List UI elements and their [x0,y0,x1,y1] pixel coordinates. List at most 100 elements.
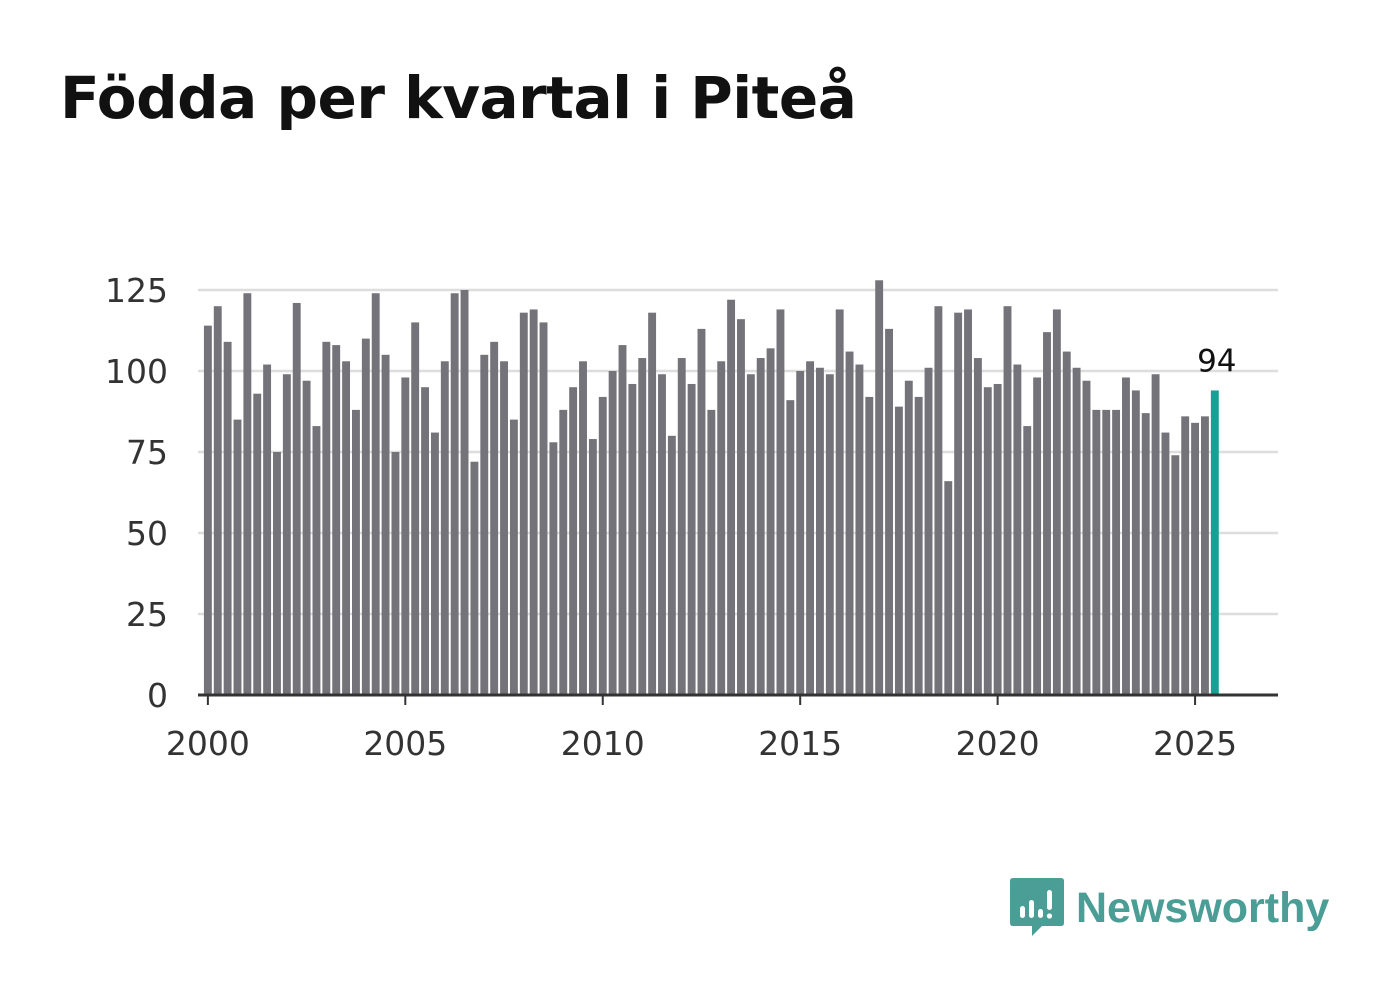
bar [727,299,736,695]
bar [825,374,834,695]
bar [855,364,864,695]
bar [776,309,785,695]
bar [845,351,854,695]
bar [618,345,627,695]
bar [312,426,321,695]
labels: 0 25 50 75 100 125 2000 2005 2010 2015 2020 2025 94 [105,271,1237,763]
bar [549,442,558,695]
bar [1092,409,1101,695]
bar [1141,413,1150,695]
bar [203,325,212,695]
bar [1013,364,1022,695]
bar [658,374,666,695]
bar [1122,377,1130,695]
bar [243,293,252,695]
bar [1151,374,1160,695]
latest-value-label: 94 [1197,343,1236,379]
bar [1003,306,1012,695]
bar [529,309,538,695]
bar [964,309,972,695]
bar [460,290,469,695]
bar [756,358,765,695]
bar [628,383,637,695]
bar [1161,432,1170,695]
bar [707,409,716,695]
bar [1072,367,1081,695]
bar [904,380,913,695]
chart-title: Födda per kvartal i Piteå [60,64,857,132]
x-tick-label: 2010 [561,724,645,763]
bar [263,364,272,695]
y-tick-label: 125 [105,271,168,310]
bar [430,432,439,695]
bar [1171,455,1180,695]
bar [1082,380,1091,695]
bar [1052,309,1061,695]
bar [579,361,587,695]
bar [440,361,449,695]
bar [806,361,815,695]
bar [223,341,232,695]
bar [717,361,726,695]
bar [352,409,360,695]
bar [213,306,222,695]
bar [697,328,706,695]
x-tick-label: 2015 [758,724,842,763]
bar [273,452,281,695]
bar [815,367,824,695]
bar [954,312,963,695]
bar [1043,332,1051,695]
bar [1062,351,1071,695]
bar [470,461,479,695]
bar [983,387,992,695]
bar [391,452,400,695]
bar [253,393,262,695]
bar [450,293,459,695]
bar [993,383,1002,695]
bar [973,358,982,695]
bar [638,358,647,695]
bar [894,406,903,695]
bar [677,358,686,695]
newsworthy-logo-icon [1010,878,1064,936]
bar [282,374,291,695]
bar [648,312,657,695]
bar [1131,390,1140,695]
bar [588,439,597,695]
bar [608,371,617,695]
y-tick-label: 0 [147,676,168,715]
bar [509,419,518,695]
bar [667,435,676,695]
bar [1200,416,1209,695]
bar [1033,377,1042,695]
bar [322,341,331,695]
bar [342,361,351,695]
bar [302,380,311,695]
bar [598,396,607,695]
bar [875,280,884,695]
bar [381,354,390,695]
y-tick-label: 75 [126,433,168,472]
bar [1102,409,1111,695]
newsworthy-logo: Newsworthy [1010,878,1329,938]
bar-latest [1210,390,1219,695]
bar [786,400,795,695]
bar [885,328,893,695]
brand-name: Newsworthy [1076,883,1330,932]
bars [203,280,1219,695]
x-tick-label: 2005 [363,724,447,763]
y-tick-label: 50 [126,514,168,553]
bar [569,387,578,695]
bar [835,309,844,695]
bar [233,419,242,695]
bar [500,361,508,695]
bar [421,387,430,695]
bar [539,322,548,695]
bar [559,409,568,695]
bar [519,312,528,695]
bar [1181,416,1190,695]
bar [865,396,874,695]
x-tick-label: 2000 [166,724,250,763]
x-tick-label: 2025 [1153,724,1237,763]
bar [1112,409,1121,695]
